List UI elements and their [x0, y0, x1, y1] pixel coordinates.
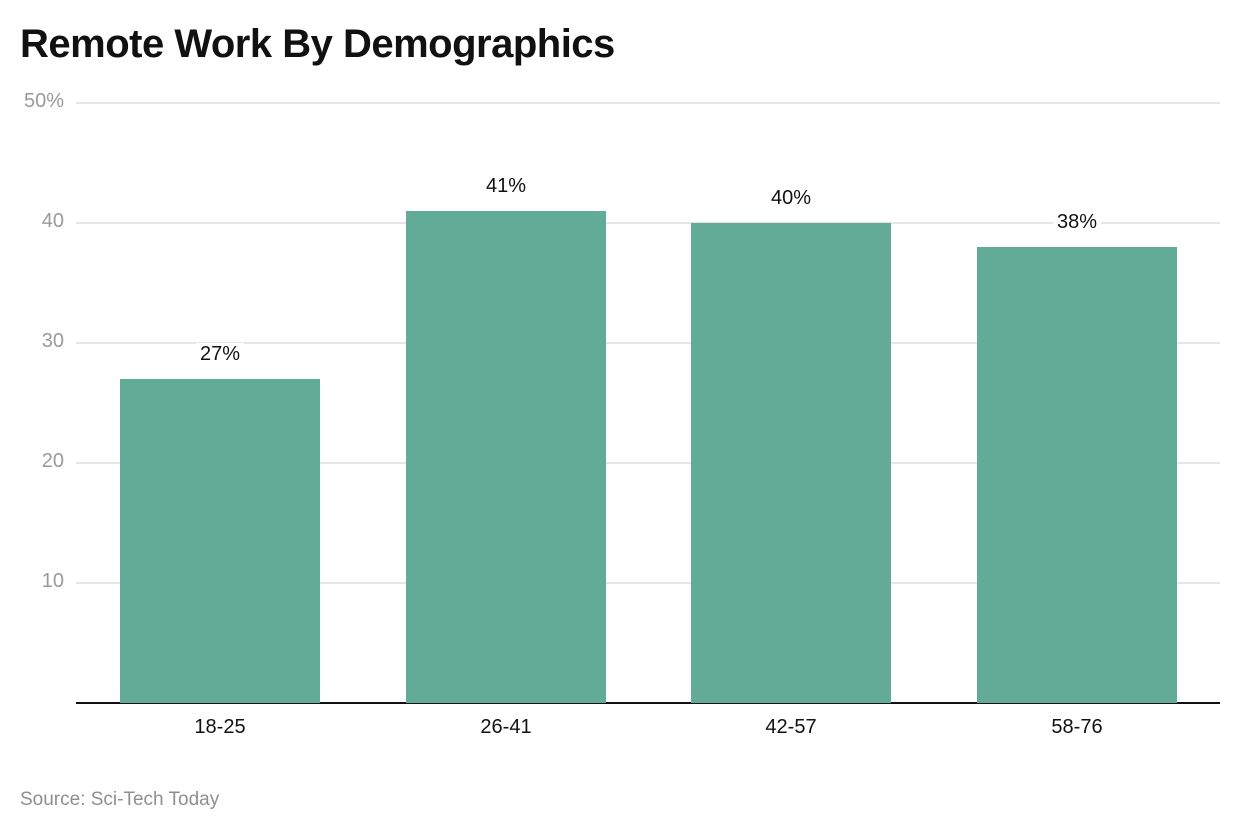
x-axis-line [76, 702, 1220, 704]
x-tick-label: 42-57 [765, 716, 817, 738]
gridline [76, 222, 1220, 224]
value-label: 41% [406, 175, 606, 198]
y-tick-label: 40 [41, 210, 64, 232]
y-tick-label: 10 [41, 570, 64, 592]
gridline [76, 342, 1220, 344]
gridline [76, 582, 1220, 584]
value-label: 38% [977, 211, 1177, 234]
bar-26-41 [406, 211, 606, 703]
y-tick-label: 30 [41, 330, 64, 352]
x-tick-label: 26-41 [480, 716, 532, 738]
bar-42-57 [691, 223, 891, 703]
y-tick-label: 20 [41, 450, 64, 472]
value-label: 40% [691, 187, 891, 210]
source-note: Source: Sci-Tech Today [20, 789, 220, 810]
value-label: 27% [120, 343, 320, 366]
x-tick-label: 58-76 [1051, 716, 1103, 738]
x-tick-label: 18-25 [194, 716, 246, 738]
bar-18-25 [120, 379, 320, 703]
chart-title: Remote Work By Demographics [20, 22, 615, 66]
y-tick-label: 50% [23, 90, 64, 112]
gridline [76, 462, 1220, 464]
bar-58-76 [977, 247, 1177, 703]
gridline [76, 102, 1220, 104]
